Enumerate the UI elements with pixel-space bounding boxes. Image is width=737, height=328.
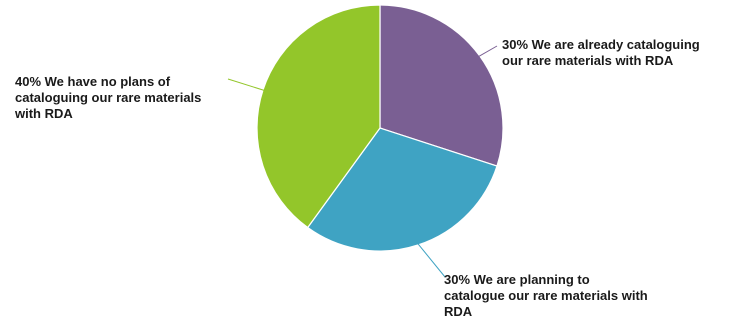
pie-slice-planning (306, 127, 498, 252)
slice-label-already-cataloguing: 30% We are already cataloguing our rare … (502, 37, 700, 68)
leader-line-1 (417, 242, 446, 278)
slice-label-no-plans: 40% We have no plans of cataloguing our … (15, 74, 202, 121)
leader-lines (227, 45, 498, 278)
pie-slices (256, 4, 504, 252)
leader-line-0 (477, 45, 498, 58)
leader-line-2 (227, 78, 266, 92)
slice-label-planning: 30% We are planning to catalogue our rar… (444, 272, 648, 319)
